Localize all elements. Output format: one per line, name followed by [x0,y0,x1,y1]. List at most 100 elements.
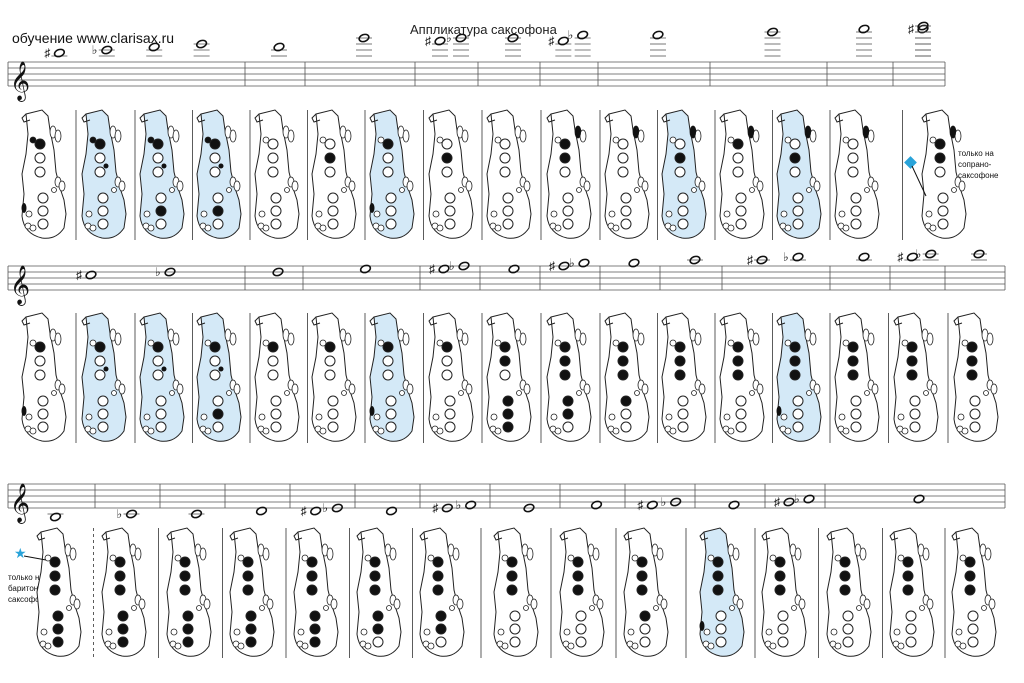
whole-note [689,255,701,265]
pinky-key [769,642,777,650]
tone-hole-upper [847,138,859,150]
tone-hole-upper [966,341,978,353]
side-key [341,187,347,193]
pinky-key [297,628,305,636]
tone-hole-upper [636,570,648,582]
side-key [138,598,146,610]
palm-key [172,129,180,143]
tone-hole-upper [732,138,744,150]
palm-key [752,332,760,346]
pinky-key [554,427,562,435]
palm-key [452,547,460,561]
octave-key [554,136,562,144]
palm-key [262,547,270,561]
pinky-key [830,628,838,636]
pinky-key [501,642,509,650]
tone-hole-upper [636,584,648,596]
pinky-key [834,642,842,650]
octave-key [901,339,909,347]
pinky-key [669,224,677,232]
soprano-note-line-1: только на [958,149,994,158]
octave-key [897,554,905,562]
flat-icon: ♭ [155,265,161,279]
tone-hole-lower [37,218,49,230]
tone-hole-upper [572,556,584,568]
pinky-key [784,427,792,435]
side-key [589,605,595,611]
sax-fingering-diagram [719,312,765,442]
tone-hole-lower [735,408,747,420]
side-key [530,598,538,610]
palm-key-pressed [690,126,696,138]
tone-hole-lower [270,395,282,407]
palm-key [519,129,527,143]
tone-hole-lower [575,623,587,635]
baritone-leader-line [23,555,47,561]
pinky-key [319,224,327,232]
side-key-pressed [161,163,167,169]
palm-key-pressed [863,126,869,138]
tone-hole-upper [499,355,511,367]
palm-key [134,547,142,561]
octave-key [204,339,212,347]
sax-fingering-diagram [311,312,357,442]
sharp-icon: ♯ [429,262,435,276]
tone-hole-lower [182,636,194,648]
tone-hole-upper [774,570,786,582]
tone-hole-upper [152,355,164,367]
whole-note [434,36,446,46]
side-key [458,390,464,396]
tone-hole-lower [909,408,921,420]
tone-hole-upper [617,369,629,381]
whole-note [331,503,343,513]
tone-hole-lower [327,218,339,230]
tone-hole-lower [967,623,979,635]
site-link[interactable]: обучение www.clarisax.ru [12,30,175,46]
pinky-key [143,413,151,421]
tone-hole-lower [155,205,167,217]
side-key [284,390,290,396]
tone-hole-lower [270,205,282,217]
pinky-key [727,224,735,232]
palm-key-pressed [575,126,581,138]
pinky-key [765,628,773,636]
palm-key [326,547,334,561]
tone-hole-lower [502,192,514,204]
soprano-note: только на сопрано- саксофоне [958,148,998,181]
tone-hole-upper [712,556,724,568]
palm-key [114,332,122,346]
tone-hole-lower [155,192,167,204]
sax-fingering-diagram [893,312,939,442]
tone-hole-lower [777,623,789,635]
tone-hole-upper [636,556,648,568]
side-key [698,383,706,395]
tone-hole-lower [502,421,514,433]
sax-fingering-diagram [369,109,415,239]
pinky-key [494,427,502,435]
whole-note [148,42,160,52]
tone-hole-upper [152,152,164,164]
palm-key [402,129,410,143]
pinky-key [838,210,846,218]
tone-hole-upper [559,369,571,381]
pinky-key [143,210,151,218]
tone-hole-upper [306,584,318,596]
tone-hole-upper [114,556,126,568]
tone-hole-lower [575,610,587,622]
tone-hole-upper [441,355,453,367]
octave-key [669,339,677,347]
whole-note [101,45,113,55]
sax-neck [139,316,149,326]
pinky-key [432,413,440,421]
palm-key [287,332,295,346]
tone-hole-lower [385,205,397,217]
tone-hole-lower [52,636,64,648]
pinky-key [147,427,155,435]
tone-hole-lower [562,408,574,420]
flat-icon: ♭ [783,250,789,264]
tone-hole-lower [444,421,456,433]
whole-note [255,506,268,516]
tone-hole-upper [432,584,444,596]
octave-key [319,339,327,347]
sax-neck [889,531,899,541]
